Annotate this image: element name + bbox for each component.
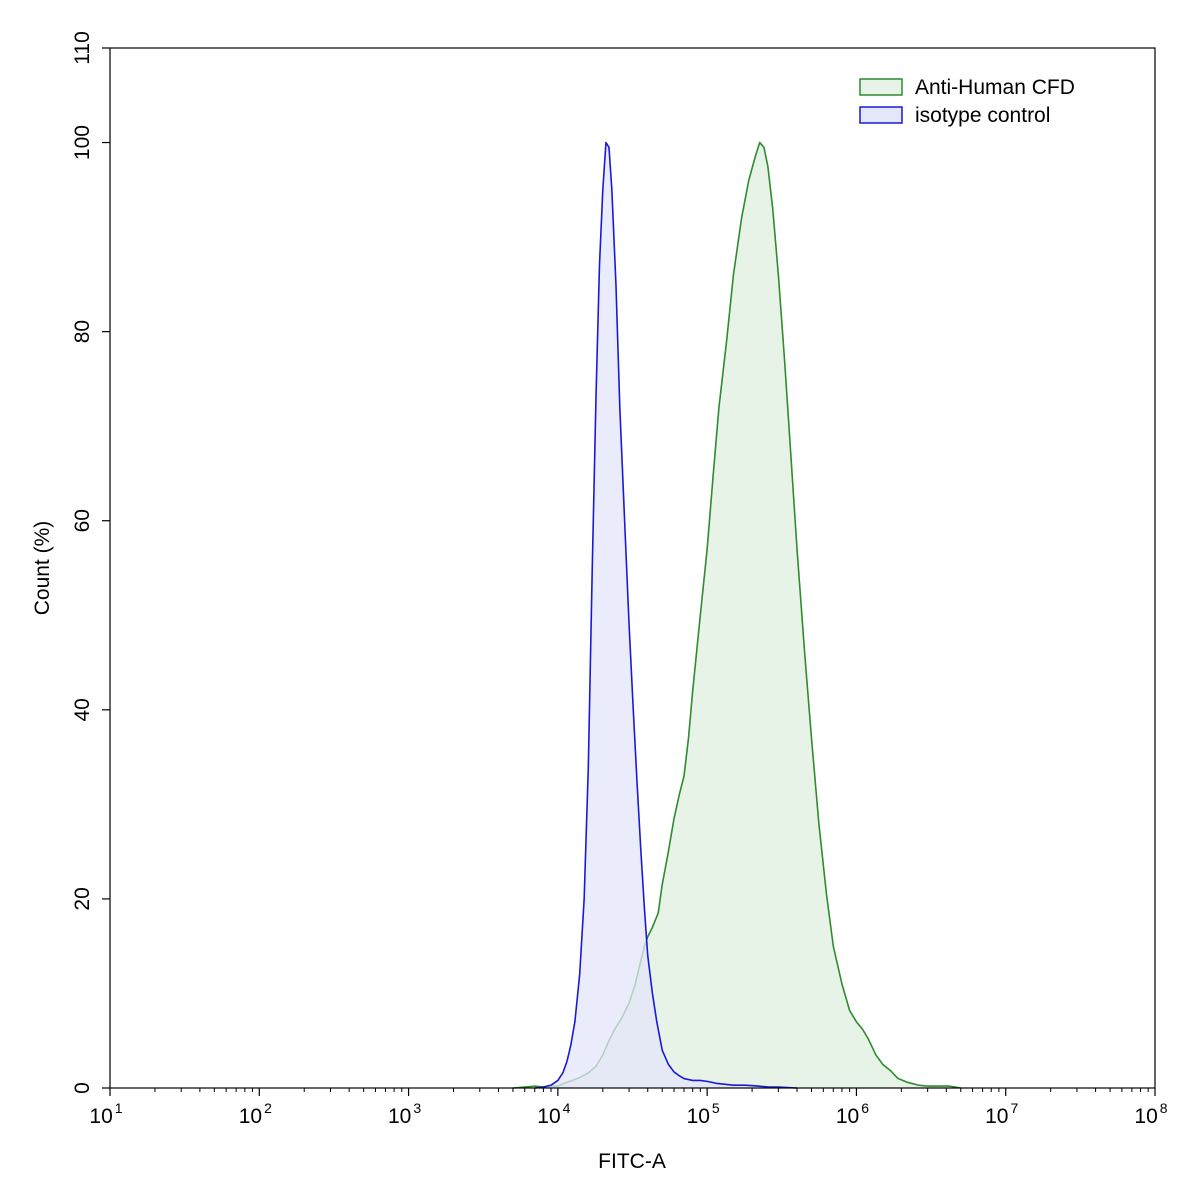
area-fill-anti-human-cfd <box>512 142 961 1089</box>
legend-swatch-anti-human-cfd <box>859 78 903 96</box>
y-tick-label: 80 <box>71 320 94 343</box>
histogram-areas <box>512 141 961 1089</box>
y-tick-label: 100 <box>71 125 94 160</box>
x-tick-label: 10 5 <box>687 1100 720 1128</box>
x-tick-label: 10 4 <box>537 1100 570 1128</box>
legend-swatch-isotype-control <box>859 106 903 124</box>
legend-label-anti-human-cfd: Anti-Human CFD <box>915 76 1075 99</box>
x-tick-label: 10 2 <box>239 1100 272 1128</box>
plot-frame <box>109 47 1156 1089</box>
y-tick-label: 40 <box>71 698 94 721</box>
series-line-isotype-control <box>534 141 798 1089</box>
legend-label-isotype-control: isotype control <box>915 104 1050 127</box>
y-tick-label: 20 <box>71 887 94 910</box>
legend: Anti-Human CFD isotype control <box>859 76 1075 127</box>
x-tick-label: 10 7 <box>985 1100 1018 1128</box>
y-axis-label: Count (%) <box>31 521 54 616</box>
y-tick-label: 60 <box>71 509 94 532</box>
y-tick-label: 0 <box>71 1082 94 1094</box>
x-tick-label: 10 8 <box>1134 1100 1167 1128</box>
y-axis: 0 20 40 60 80 100 110 <box>71 31 110 1094</box>
x-tick-label: 10 6 <box>836 1100 869 1128</box>
area-fill-isotype-control <box>534 142 798 1089</box>
x-tick-label: 10 1 <box>89 1100 122 1128</box>
x-tick-label: 10 3 <box>388 1100 421 1128</box>
x-axis-label: FITC-A <box>598 1150 666 1173</box>
y-tick-label: 110 <box>71 31 94 64</box>
x-axis: 10 1 10 2 10 3 10 4 10 5 10 6 10 7 10 8 <box>89 1088 1168 1128</box>
